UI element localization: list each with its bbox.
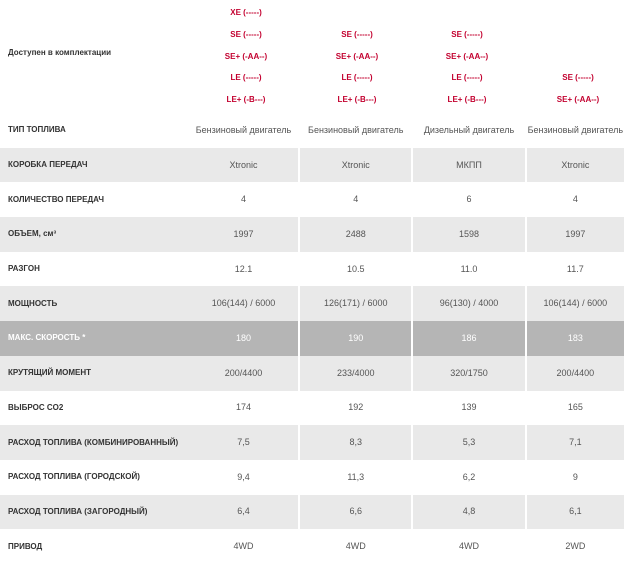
availability-label: Доступен в комплектации [8, 48, 112, 57]
row-label: ВЫБРОС CO2 [8, 402, 64, 412]
row-value: 126(171) / 6000 [300, 286, 412, 322]
row-value: 174 [235, 402, 251, 413]
trim-le: LE (-----) [451, 73, 483, 82]
row-value: 6,2 [462, 471, 476, 482]
row-label: РАЗГОН [8, 264, 40, 274]
row-value: 165 [567, 402, 583, 413]
row-value: 1598 [413, 217, 525, 252]
row-value: 2WD [565, 541, 586, 552]
row-value: 4,8 [413, 494, 525, 530]
trim-se: SE (-----) [451, 30, 483, 39]
row-value: 4WD [233, 541, 254, 552]
row-value: МКПП [413, 147, 525, 183]
row-value: 106(144) / 6000 [526, 286, 624, 322]
row-value: 8,3 [300, 425, 412, 460]
row-fuel-type: ТИП ТОПЛИВА Бензиновый двигатель Бензино… [0, 113, 624, 148]
row-label: МОЩНОСТЬ [0, 286, 189, 322]
trim-se-plus: SE+ (-AA--) [445, 52, 489, 61]
row-label: ТИП ТОПЛИВА [8, 125, 66, 135]
row-value: 4 [572, 194, 578, 205]
row-label: МАКС. СКОРОСТЬ * [0, 321, 189, 356]
row-power: МОЩНОСТЬ 106(144) / 6000 126(171) / 6000… [0, 286, 624, 322]
trim-xe: XE (-----) [230, 8, 262, 17]
row-value: 4WD [345, 541, 366, 552]
row-volume: ОБЪЕМ, см³ 1997 2488 1598 1997 [0, 217, 624, 252]
row-value: 186 [413, 321, 525, 356]
trim-se: SE (-----) [341, 30, 373, 39]
row-label: РАСХОД ТОПЛИВА (ЗАГОРОДНЫЙ) [0, 494, 189, 530]
row-value: 7,5 [188, 425, 299, 460]
row-value: 200/4400 [526, 355, 624, 391]
row-value: 1997 [188, 217, 299, 252]
row-label: ПРИВОД [8, 541, 43, 551]
row-value: 7,1 [526, 425, 624, 460]
row-value: Бензиновый двигатель [195, 124, 292, 135]
row-value: 6,6 [300, 494, 412, 530]
row-value: 96(130) / 4000 [413, 286, 525, 322]
row-value: 2488 [300, 217, 412, 252]
row-label: КОЛИЧЕСТВО ПЕРЕДАЧ [8, 194, 104, 204]
row-value: 320/1750 [413, 355, 525, 391]
row-label: КРУТЯЩИЙ МОМЕНТ [0, 355, 189, 391]
row-drive: ПРИВОД 4WD 4WD 4WD 2WD [0, 529, 624, 564]
trim-se-plus: SE+ (-AA--) [224, 52, 268, 61]
row-label: РАСХОД ТОПЛИВА (КОМБИНИРОВАННЫЙ) [0, 425, 189, 460]
row-value: Xtronic [526, 147, 624, 183]
row-value: Xtronic [188, 147, 299, 183]
row-value: Бензиновый двигатель [308, 124, 404, 135]
trim-le-plus: LE+ (-B---) [337, 95, 377, 104]
row-label: ОБЪЕМ, см³ [0, 217, 189, 252]
row-value: 106(144) / 6000 [188, 286, 299, 322]
row-fuel-combined: РАСХОД ТОПЛИВА (КОМБИНИРОВАННЫЙ) 7,5 8,3… [0, 425, 624, 460]
row-value: 11,3 [347, 471, 365, 482]
trim-le: LE (-----) [230, 73, 262, 82]
row-max-speed: МАКС. СКОРОСТЬ * 180 190 186 183 [0, 321, 624, 356]
row-gear-count: КОЛИЧЕСТВО ПЕРЕДАЧ 4 4 6 4 [0, 182, 624, 217]
row-value: 1997 [526, 217, 624, 252]
row-value: 9,4 [237, 471, 250, 482]
row-label: КОРОБКА ПЕРЕДАЧ [0, 147, 189, 183]
row-value: Дизельный двигатель [423, 124, 515, 135]
row-co2: ВЫБРОС CO2 174 192 139 165 [0, 391, 624, 426]
trim-le-plus: LE+ (-B---) [447, 95, 487, 104]
row-torque: КРУТЯЩИЙ МОМЕНТ 200/4400 233/4000 320/17… [0, 355, 624, 391]
row-value: 4WD [459, 541, 480, 552]
row-fuel-highway: РАСХОД ТОПЛИВА (ЗАГОРОДНЫЙ) 6,4 6,6 4,8 … [0, 494, 624, 530]
row-acceleration: РАЗГОН 12.1 10.5 11.0 11.7 [0, 252, 624, 287]
row-value: 6,1 [526, 494, 624, 530]
row-value: 139 [461, 402, 477, 413]
trim-se: SE (-----) [230, 30, 262, 39]
row-label: РАСХОД ТОПЛИВА (ГОРОДСКОЙ) [8, 472, 140, 482]
row-value: 11.0 [460, 263, 478, 274]
row-value: 11.7 [566, 263, 584, 274]
row-value: 9 [572, 471, 578, 482]
row-value: Xtronic [300, 147, 412, 183]
row-value: 190 [300, 321, 412, 356]
trim-le: LE (-----) [341, 73, 373, 82]
row-value: 4 [240, 194, 246, 205]
trim-header: Доступен в комплектации XE (-----) SE (-… [0, 0, 624, 113]
row-value: 183 [526, 321, 624, 356]
row-value: Бензиновый двигатель [527, 124, 624, 135]
row-value: 192 [348, 402, 364, 413]
row-value: 6,4 [188, 494, 299, 530]
row-value: 180 [188, 321, 299, 356]
row-gearbox: КОРОБКА ПЕРЕДАЧ Xtronic Xtronic МКПП Xtr… [0, 147, 624, 183]
row-value: 5,3 [413, 425, 525, 460]
row-value: 10.5 [346, 263, 365, 274]
row-fuel-city: РАСХОД ТОПЛИВА (ГОРОДСКОЙ) 9,4 11,3 6,2 … [0, 460, 624, 495]
row-value: 200/4400 [188, 355, 299, 391]
row-value: 6 [466, 194, 472, 205]
trim-se-plus: SE+ (-AA--) [335, 52, 379, 61]
row-value: 12.1 [234, 263, 253, 274]
trim-le-plus: LE+ (-B---) [226, 95, 266, 104]
row-value: 233/4000 [300, 355, 412, 391]
row-value: 4 [353, 194, 359, 205]
trim-se-plus: SE+ (-AA--) [556, 95, 600, 104]
trim-se: SE (-----) [562, 73, 594, 82]
